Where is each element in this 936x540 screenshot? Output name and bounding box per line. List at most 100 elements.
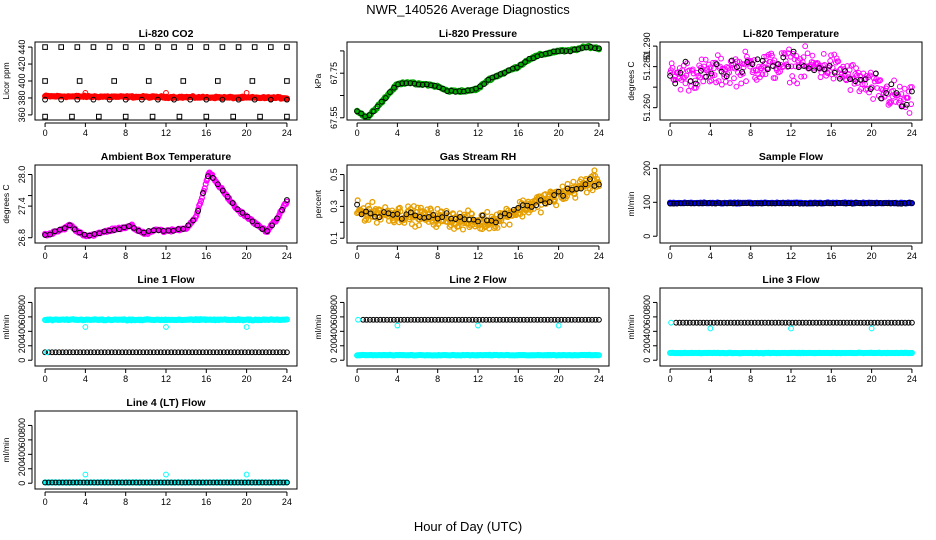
data-point [789, 200, 796, 207]
data-point [710, 319, 717, 326]
data-point [895, 200, 901, 207]
data-point [145, 78, 152, 84]
data-point [52, 479, 59, 486]
data-point [902, 319, 908, 326]
data-point [150, 349, 157, 356]
data-point [52, 349, 59, 356]
data-point [469, 316, 476, 323]
data-point [170, 227, 177, 234]
y-tick-label: 440 [17, 40, 27, 55]
x-tick-label: 4 [395, 128, 400, 138]
x-tick-label: 16 [826, 251, 836, 261]
data-point [398, 215, 405, 222]
data-point [811, 67, 818, 74]
x-tick-label: 20 [242, 128, 252, 138]
data-point [185, 479, 192, 486]
y-axis: 0 100 200 [642, 161, 658, 239]
data-point [214, 181, 221, 188]
data-point [74, 44, 81, 50]
x-tick-label: 16 [513, 251, 523, 261]
data-point [826, 63, 833, 69]
panel-data [667, 43, 915, 116]
data-point [378, 98, 385, 105]
data-point [490, 316, 496, 323]
x-tick-label: 12 [161, 374, 171, 384]
data-point [905, 199, 912, 206]
data-point [217, 479, 224, 486]
series-cyan-start [668, 319, 674, 326]
data-point [248, 479, 255, 486]
x-tick-label: 8 [123, 497, 128, 507]
data-point [723, 73, 730, 80]
data-point [782, 319, 789, 326]
panel-2: Li-820 Pressure kPa 0 4 8 12 16 20 24 67.55 67.75 [313, 28, 610, 138]
data-point [493, 219, 499, 226]
data-point [139, 44, 145, 50]
x-tick-label: 24 [594, 374, 604, 384]
data-point [435, 316, 442, 323]
x-tick-label: 4 [83, 251, 88, 261]
data-point [147, 479, 154, 486]
x-axis: 0 4 8 12 16 20 24 [355, 122, 604, 138]
data-point [810, 200, 817, 207]
data-point [421, 316, 428, 323]
data-point [820, 50, 827, 57]
data-point [591, 167, 598, 174]
data-point [583, 189, 590, 196]
data-point [728, 57, 735, 64]
data-point [542, 50, 549, 57]
y-tick-label: 0 [17, 358, 27, 363]
data-point [867, 86, 874, 92]
data-point [73, 479, 80, 486]
y-tick-label: 200 [642, 161, 652, 176]
data-point [792, 319, 799, 326]
data-point [244, 213, 251, 220]
panel-data [354, 42, 602, 120]
data-point [677, 86, 684, 93]
data-point [596, 316, 602, 323]
data-point [680, 319, 686, 326]
data-point [279, 207, 285, 213]
data-point [799, 319, 806, 326]
data-point [185, 222, 192, 229]
data-point [908, 349, 915, 356]
data-point [205, 173, 211, 180]
data-point [369, 198, 376, 205]
data-point [66, 222, 73, 229]
y-tick-label: 28.0 [17, 166, 27, 184]
x-tick-label: 12 [161, 497, 171, 507]
data-point [854, 319, 861, 326]
data-point [690, 70, 697, 77]
data-point [270, 479, 276, 486]
data-point [906, 110, 913, 116]
x-tick-label: 0 [43, 128, 48, 138]
data-point [459, 226, 467, 233]
data-point [807, 200, 814, 207]
data-point [178, 349, 185, 356]
data-point [718, 81, 725, 88]
data-point [761, 200, 768, 207]
data-point [266, 349, 273, 356]
data-point [90, 96, 97, 103]
data-point [126, 223, 132, 230]
data-point [133, 349, 140, 356]
data-point [751, 200, 758, 207]
x-tick-label: 12 [473, 251, 483, 261]
data-point [224, 193, 231, 200]
data-point [684, 200, 691, 207]
data-point [394, 211, 401, 217]
data-point [853, 65, 860, 72]
y-tick-label: 400 [642, 324, 652, 339]
data-point [830, 75, 837, 82]
data-point [49, 479, 55, 486]
data-point [376, 214, 383, 221]
data-point [892, 99, 899, 105]
data-point [203, 96, 210, 103]
data-point [42, 96, 48, 103]
data-point [714, 319, 721, 326]
data-point [251, 96, 258, 103]
data-point [527, 206, 534, 213]
x-tick-label: 16 [201, 128, 211, 138]
data-point [833, 319, 840, 326]
